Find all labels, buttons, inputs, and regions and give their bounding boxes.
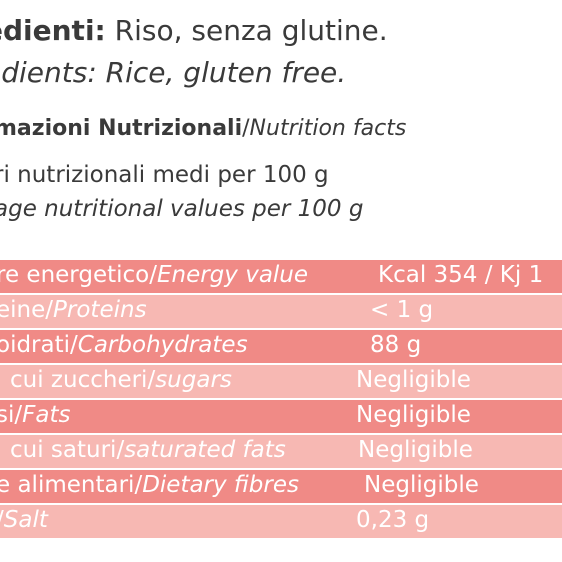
nutrition-header: mazioni Nutrizionali/Nutrition facts [0, 116, 406, 141]
row-value: < 1 g [370, 297, 434, 323]
row-value: Negligible [356, 367, 471, 393]
ingredients-italian: edienti: Riso, senza glutine. [0, 14, 388, 47]
row-label: e alimentari/Dietary fibres [0, 472, 299, 498]
average-values-english: age nutritional values per 100 g [0, 196, 364, 222]
ingredients-english: edients: Rice, gluten free. [0, 56, 347, 89]
row-label: cui saturi/saturated fats [10, 437, 286, 463]
row-label: eine/Proteins [0, 297, 147, 323]
ingredients-label: edienti: [0, 14, 106, 47]
row-label: oidrati/Carbohydrates [0, 332, 248, 358]
table-row: oidrati/Carbohydrates 88 g [0, 328, 562, 363]
row-value: 88 g [370, 332, 422, 358]
average-values-italian: ri nutrizionali medi per 100 g [0, 162, 329, 188]
ingredients-value: Riso, senza glutine. [105, 14, 388, 47]
row-label: cui zuccheri/sugars [10, 367, 232, 393]
nutrition-table: re energetico/Energy value Kcal 354 / Kj… [0, 258, 562, 538]
row-label: re energetico/Energy value [0, 262, 309, 288]
row-value: 0,23 g [356, 507, 430, 533]
table-row: si/Fats Negligible [0, 398, 562, 433]
table-row: /Salt 0,23 g [0, 503, 562, 538]
nutrition-header-en: Nutrition facts [249, 116, 407, 141]
row-label: si/Fats [0, 402, 71, 428]
row-value: Negligible [356, 402, 471, 428]
table-row: re energetico/Energy value Kcal 354 / Kj… [0, 258, 562, 293]
table-row: eine/Proteins < 1 g [0, 293, 562, 328]
row-value: Negligible [358, 437, 473, 463]
row-value: Kcal 354 / Kj 1 [378, 262, 544, 288]
table-row: e alimentari/Dietary fibres Negligible [0, 468, 562, 503]
row-label: /Salt [0, 507, 48, 533]
table-row: cui zuccheri/sugars Negligible [0, 363, 562, 398]
row-value: Negligible [364, 472, 479, 498]
table-row: cui saturi/saturated fats Negligible [0, 433, 562, 468]
nutrition-header-it: mazioni Nutrizionali [0, 116, 243, 141]
nutrition-header-sep: / [242, 116, 250, 141]
